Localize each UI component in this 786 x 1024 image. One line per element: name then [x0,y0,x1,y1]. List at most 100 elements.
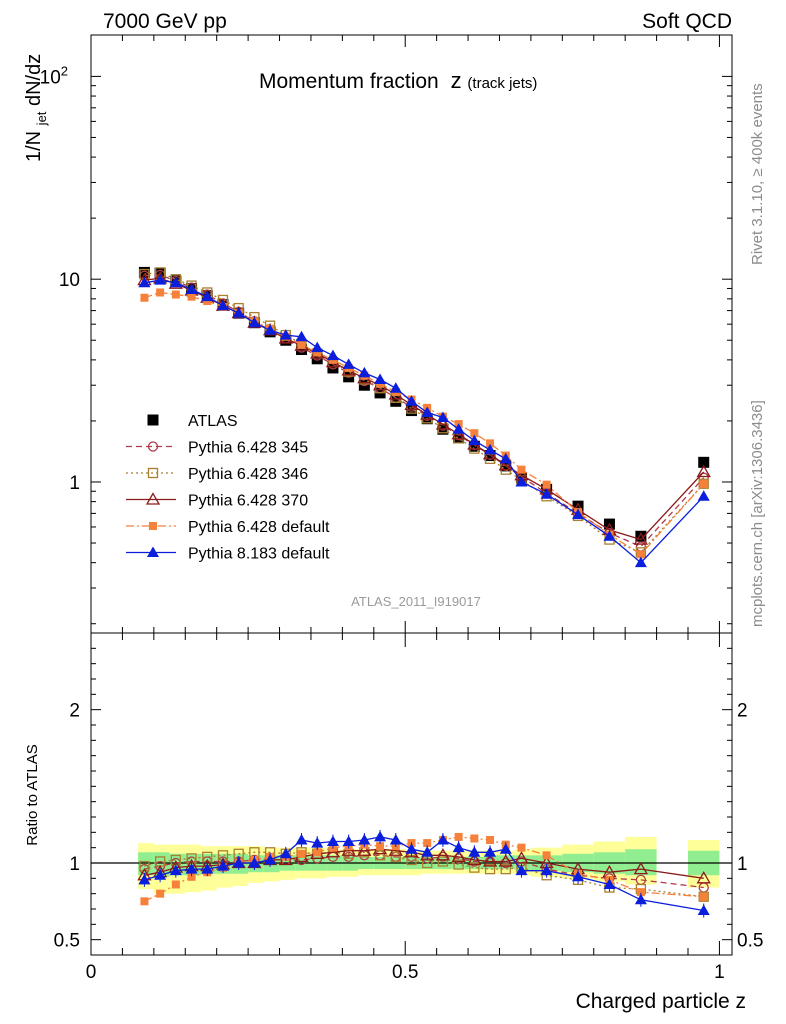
main-point [140,293,149,302]
ratio-point [500,863,511,875]
main-point [699,479,708,488]
ratio-ytick-label-left-1: 1 [69,854,80,875]
ratio-point [374,850,386,861]
ratio-point [232,857,245,868]
side-label-bottom: mcplots.cern.ch [arXiv:1306.3436] [749,400,766,627]
main-point [313,348,322,357]
ratio-point [436,834,449,845]
main-point [264,324,277,335]
xlabel: Charged particle z [576,990,746,1013]
main-point [154,274,167,285]
main-point [603,530,616,541]
main-ytick-label-base: 10 [40,67,61,88]
ratio-point [156,889,165,898]
main-ylabel-rest: dN/dz [23,54,45,106]
main-point [296,344,308,356]
ratio-point [297,849,306,858]
ratio-point [423,839,432,848]
main-point [572,508,585,520]
legend-label: ATLAS [188,413,238,430]
ratio-point [405,843,418,854]
ratio-point [633,861,648,875]
main-point [295,330,308,342]
plot-title-sub: (track jets) [467,75,537,92]
legend-label: Pythia 6.428 345 [188,440,308,457]
ratio-point [454,832,463,841]
main-point [435,417,451,430]
main-point [311,353,323,365]
plot-title-z: z [451,68,462,93]
ratio-point [390,851,401,863]
main-point [499,452,512,464]
ratio-xtick-label-1: 0.5 [392,962,418,983]
main-point [542,480,551,489]
ratio-point [358,834,371,845]
main-point [216,299,229,311]
main-point [635,530,647,542]
analysis-id: ATLAS_2011_I919017 [351,594,481,609]
main-point [452,423,465,434]
main-point [498,457,513,471]
main-point [327,362,339,374]
ratio-point [467,852,482,866]
legend: ATLAS Pythia 6.428 345 Pythia 6.428 346 Pyt… [126,413,330,563]
ratio-point [482,854,498,867]
ratio-point [634,893,647,905]
ratio-point [357,843,372,856]
ratio-point [540,864,553,876]
main-point [698,456,710,468]
main-point [187,292,196,301]
ratio-point [313,848,322,857]
ratio-point [435,848,451,861]
main-point [156,288,165,297]
main-point [468,434,481,446]
ratio-point [138,873,151,885]
ratio-axis-ticks: 0.5 0.5 1 1 2 2 0 0.5 1 [54,633,763,983]
main-point [484,443,497,455]
ratio-point [484,863,496,875]
ratio-point [140,897,149,906]
main-point [697,490,710,501]
ratio-point [201,863,214,874]
ratio-series-4 [138,829,710,918]
ratio-point [185,863,198,874]
main-point [232,307,245,318]
left-title: 7000 GeV pp [103,10,227,33]
ratio-point [636,888,645,897]
ratio-point [295,834,308,845]
ratio-ytick-label-right-1: 1 [737,854,748,875]
legend-item-2: Pythia 6.428 346 [126,466,308,483]
ratio-point [469,862,480,873]
legend-item-4: Pythia 6.428 default [126,519,330,536]
main-ytick-label-2: 102 [40,63,68,88]
main-point [515,475,528,487]
band-inner-0 [138,852,154,876]
main-point [138,276,151,288]
ratio-point [216,860,229,871]
main-point [696,464,711,478]
ratio-point [515,864,528,876]
ratio-point [498,854,513,867]
ratio-point [187,872,196,881]
main-point [421,406,434,418]
main-point [279,329,292,340]
ratio-point [696,871,711,884]
ratio-point [171,880,180,889]
main-point [374,373,387,385]
legend-marker [147,441,159,452]
main-point [634,556,647,568]
main-point [486,439,495,448]
ratio-frame [90,632,733,956]
ratio-point [326,835,339,847]
ratio-point [342,835,355,847]
ratio-point [376,842,385,851]
main-point [297,340,306,349]
ratio-point [374,830,387,842]
main-point [540,488,553,499]
ratio-point [264,853,277,865]
legend-marker [147,467,159,479]
main-point [436,411,449,422]
main-point [169,276,182,288]
